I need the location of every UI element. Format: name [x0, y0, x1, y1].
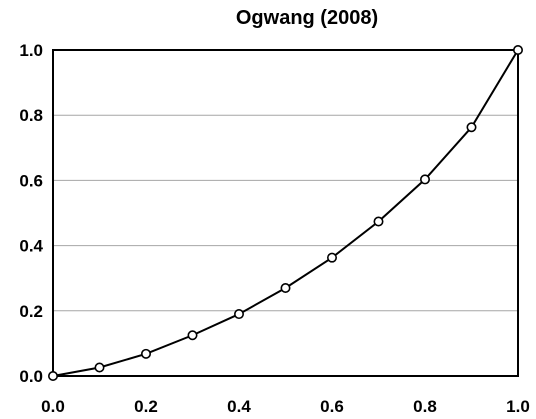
y-tick-label: 0.2 [19, 302, 43, 321]
gridlines [53, 114, 518, 312]
data-point [512, 44, 523, 55]
data-point [466, 122, 477, 133]
x-axis-ticks: 0.0 0.2 0.4 0.6 0.8 1.0 [41, 397, 530, 416]
series-layer [47, 44, 523, 381]
x-tick-label: 0.6 [320, 397, 344, 416]
y-tick-label: 0.0 [19, 367, 43, 386]
x-tick-label: 0.4 [227, 397, 251, 416]
series-line [52, 49, 519, 377]
chart-title: Ogwang (2008) [236, 7, 378, 29]
y-tick-label: 1.0 [19, 41, 43, 60]
x-tick-label: 0.8 [413, 397, 437, 416]
data-point [141, 348, 152, 359]
data-point [280, 282, 291, 293]
x-tick-label: 0.0 [41, 397, 65, 416]
data-point [373, 216, 384, 227]
y-tick-label: 0.4 [19, 237, 43, 256]
x-tick-label: 0.2 [134, 397, 158, 416]
plot-frame [52, 49, 519, 377]
data-point [326, 252, 337, 263]
data-point [94, 362, 105, 373]
data-point [187, 330, 198, 341]
x-tick-label: 1.0 [506, 397, 530, 416]
y-axis-ticks: 0.0 0.2 0.4 0.6 0.8 1.0 [19, 41, 43, 386]
y-tick-label: 0.8 [19, 106, 43, 125]
data-point [47, 370, 58, 381]
data-point [234, 309, 245, 320]
data-point [419, 174, 430, 185]
y-tick-label: 0.6 [19, 171, 43, 190]
